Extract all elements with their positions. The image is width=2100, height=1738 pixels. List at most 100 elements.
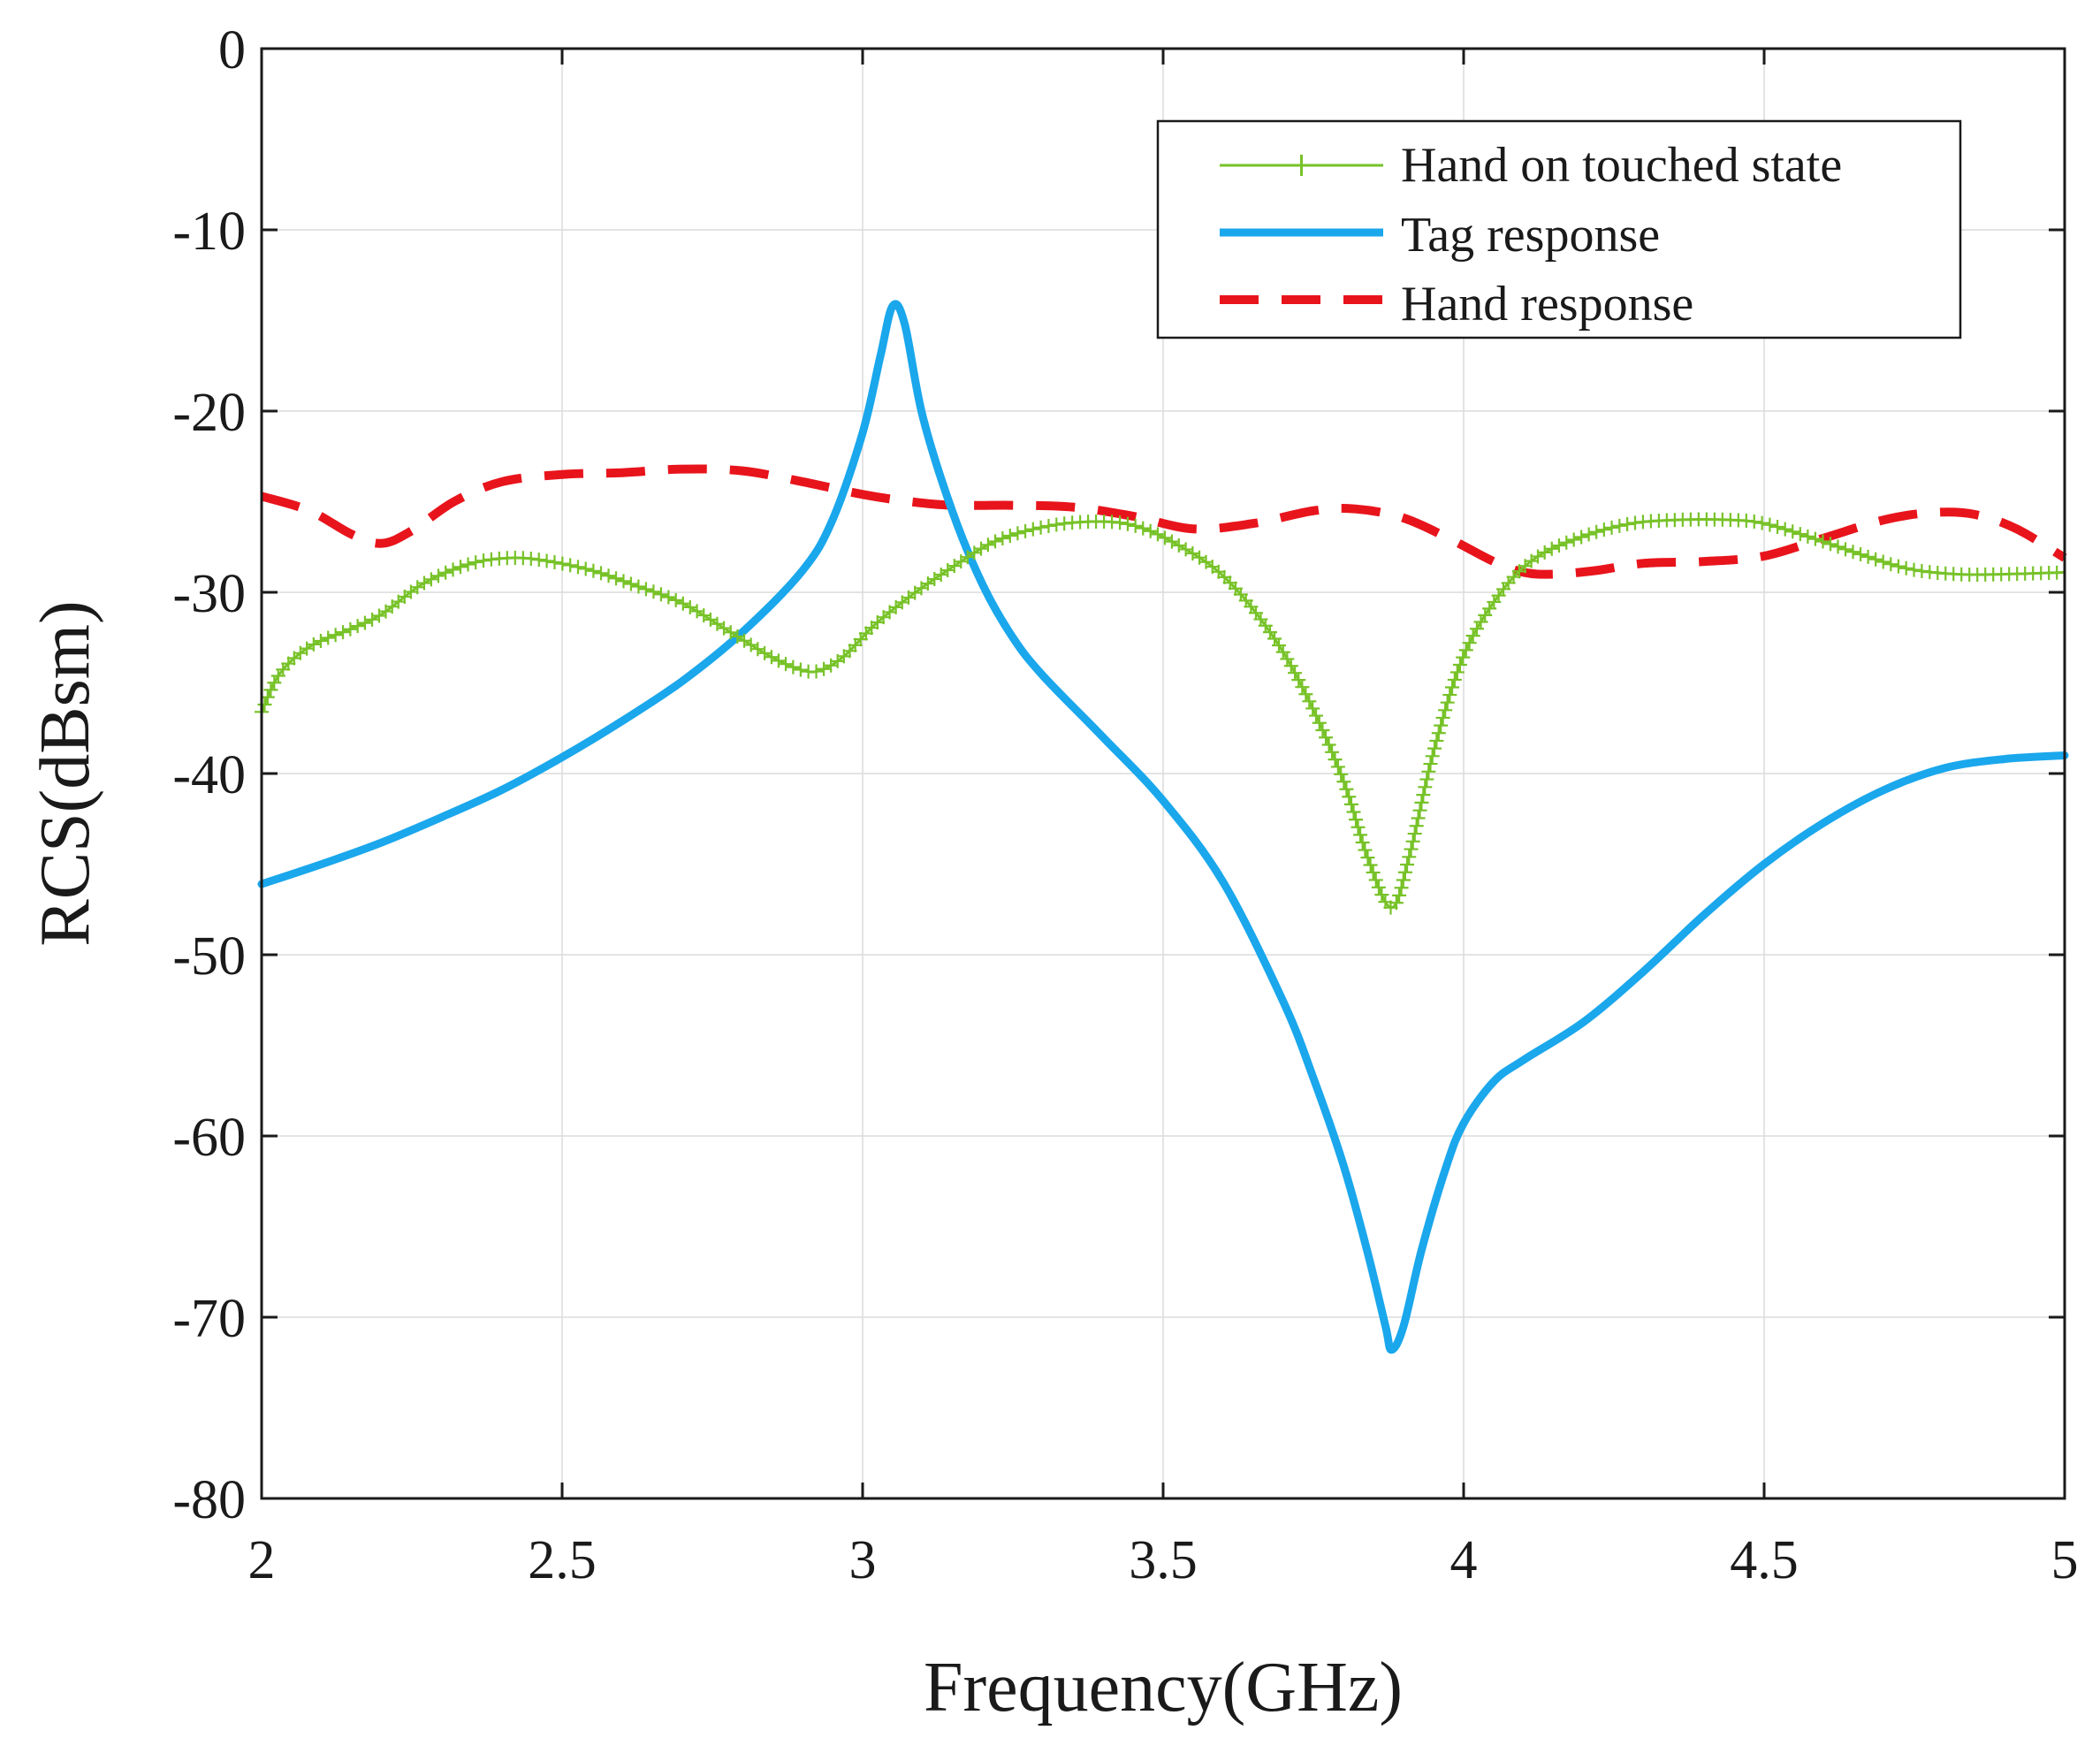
plus-marker [1349, 812, 1364, 827]
plus-marker [1366, 865, 1381, 880]
y-tick-label: -70 [172, 1289, 246, 1349]
plus-marker [523, 551, 538, 566]
y-tick-label: -80 [172, 1470, 246, 1530]
plus-marker [1418, 780, 1433, 795]
x-tick-label: 3.5 [1129, 1530, 1198, 1590]
plus-marker [764, 650, 779, 665]
plus-marker [1581, 527, 1596, 542]
plus-marker [1396, 873, 1411, 888]
y-tick-label: 0 [218, 20, 246, 80]
plus-marker [1360, 850, 1375, 865]
x-tick-label: 2.5 [528, 1530, 597, 1590]
plus-marker [578, 561, 593, 576]
plus-marker [1823, 537, 1838, 552]
plus-marker [1434, 718, 1449, 733]
plus-marker [1291, 673, 1306, 688]
plus-marker [460, 557, 476, 572]
plus-marker [1537, 545, 1552, 560]
plus-marker [1302, 694, 1317, 709]
plus-marker [1777, 522, 1792, 537]
series-markers [255, 512, 2065, 915]
plus-marker [1409, 819, 1424, 834]
x-tick-label: 2 [248, 1530, 276, 1590]
series-line-1 [257, 300, 2069, 1354]
plus-marker [980, 537, 995, 553]
plus-marker [336, 625, 351, 640]
plus-marker [646, 584, 661, 599]
plus-marker [1431, 726, 1446, 741]
plus-marker [631, 579, 646, 594]
plus-marker [817, 661, 832, 676]
plus-marker [1389, 896, 1404, 911]
y-tick-label: -20 [172, 383, 246, 443]
plus-marker [1368, 873, 1383, 888]
plus-marker [988, 534, 1003, 549]
plus-marker [1025, 522, 1040, 537]
plus-marker [563, 558, 578, 573]
y-tick-label: -10 [172, 202, 246, 262]
plus-marker [1402, 850, 1417, 865]
plus-marker [1860, 549, 1876, 564]
plus-marker [343, 621, 358, 637]
plus-marker [1746, 515, 1761, 530]
plus-marker [1136, 521, 1151, 536]
plus-marker [1604, 520, 1619, 535]
plus-marker [1346, 804, 1361, 819]
plus-marker [555, 556, 570, 571]
plus-marker [1412, 803, 1427, 818]
y-tick-label: -50 [172, 926, 246, 987]
legend-plus-marker [1290, 155, 1312, 176]
plus-marker [1336, 774, 1351, 789]
plus-marker [1416, 788, 1431, 803]
plus-marker [531, 553, 546, 568]
plus-marker [1312, 715, 1327, 730]
plus-marker [1462, 636, 1477, 651]
plus-marker [1041, 518, 1056, 533]
plus-marker [416, 576, 431, 591]
plus-marker [1425, 749, 1440, 764]
plus-marker [793, 662, 808, 677]
plus-marker [594, 566, 609, 581]
plus-marker [1559, 535, 1574, 550]
plus-marker [586, 563, 601, 578]
plus-marker [1807, 531, 1822, 546]
plus-marker [1762, 517, 1777, 532]
plus-marker [547, 555, 562, 570]
plus-marker [1010, 526, 1025, 541]
plus-marker [1914, 563, 1929, 578]
plus-marker [1423, 757, 1438, 772]
plus-marker [1815, 534, 1830, 549]
plus-marker [1339, 781, 1354, 797]
plus-marker [476, 553, 491, 568]
plus-marker [1404, 842, 1419, 857]
plus-marker [1830, 539, 1845, 554]
plus-marker [1033, 520, 1048, 535]
plus-marker [257, 697, 272, 712]
plus-marker [779, 657, 794, 672]
plus-marker [1427, 741, 1442, 756]
plus-marker [570, 560, 585, 575]
plus-marker [1392, 888, 1407, 903]
plus-marker [1321, 737, 1336, 752]
plus-marker [1355, 835, 1370, 850]
plus-marker [1876, 554, 1891, 569]
plus-marker [1298, 687, 1313, 702]
plus-marker [1288, 666, 1303, 681]
x-tick-label: 4 [1450, 1530, 1478, 1590]
plus-marker [350, 619, 365, 634]
plus-marker [1445, 680, 1460, 695]
plus-marker [328, 628, 343, 643]
plus-marker [1883, 557, 1898, 572]
plus-marker [1309, 708, 1324, 723]
y-tick-labels: 0 -10 -20 -30 -40 -50 -60 -70 -80 [172, 20, 246, 1530]
plus-marker [357, 615, 372, 630]
y-axis-title: RCS(dBsm) [27, 600, 104, 946]
plus-marker [1551, 538, 1566, 553]
plus-marker [668, 592, 683, 607]
x-tick-label: 5 [2051, 1530, 2079, 1590]
plus-marker [1328, 752, 1343, 767]
plus-marker [1574, 530, 1589, 545]
plus-marker [1868, 552, 1883, 567]
plus-marker [430, 568, 445, 583]
plus-marker [1792, 527, 1807, 542]
